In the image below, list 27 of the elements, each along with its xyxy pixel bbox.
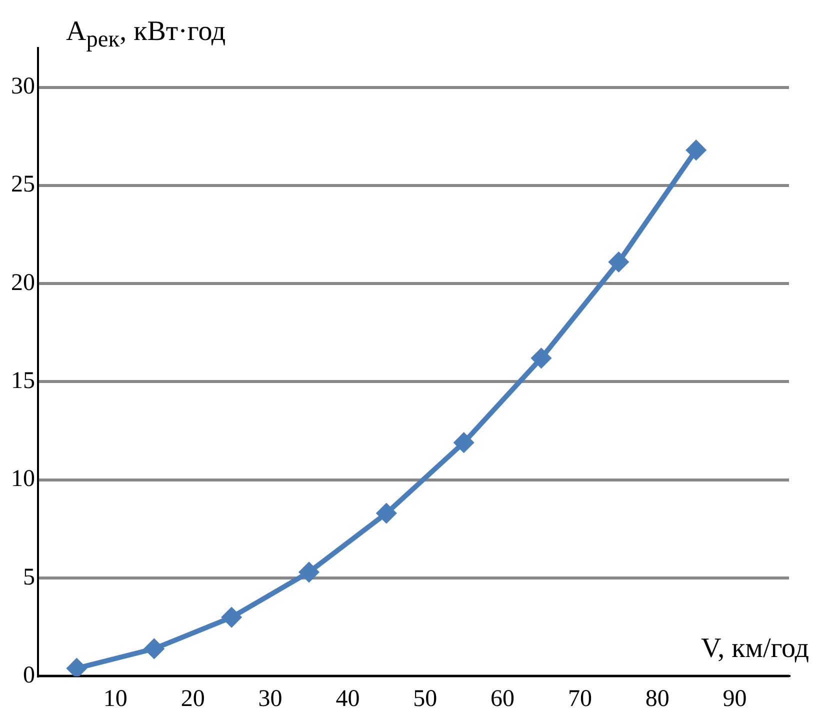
y-axis-title: A$_{рек}$, кВт·год (66, 16, 226, 54)
x-tick-label: 10 (103, 686, 128, 712)
x-tick-label: 20 (180, 686, 205, 712)
point (67, 658, 86, 676)
point (299, 562, 318, 582)
y-tick-label: 25 (11, 172, 35, 198)
y-tick-label: 10 (11, 466, 35, 492)
y-tick-label: 20 (11, 270, 35, 296)
point (222, 608, 242, 627)
x-axis-title: V, км/год (701, 633, 809, 665)
point (686, 140, 706, 160)
point (376, 504, 396, 523)
x-tick-label: 40 (336, 686, 360, 712)
point (532, 348, 551, 368)
point (144, 639, 164, 658)
x-tick-label: 60 (490, 686, 515, 712)
x-tick-label: 90 (722, 686, 747, 712)
point (609, 252, 628, 272)
point (454, 433, 474, 452)
x-tick-label: 50 (413, 686, 438, 712)
y-tick-label: 15 (11, 368, 35, 394)
x-tick-label: 70 (568, 686, 592, 712)
y-tick-label: 0 (23, 662, 35, 688)
y-tick-label: 30 (11, 74, 35, 100)
y-tick-label: 5 (23, 564, 35, 590)
x-tick-label: 80 (645, 686, 670, 712)
x-tick-label: 30 (258, 686, 282, 712)
